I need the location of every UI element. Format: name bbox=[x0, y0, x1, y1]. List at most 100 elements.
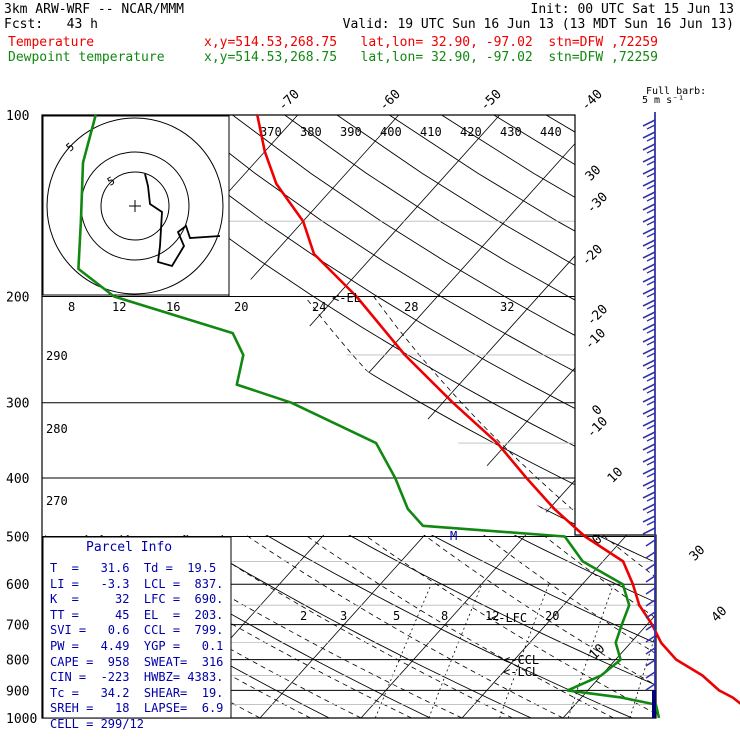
wind-barb bbox=[642, 131, 656, 139]
moist-adiabat bbox=[42, 296, 463, 718]
temperature-profile bbox=[256, 114, 740, 705]
init-time: Init: 00 UTC Sat 15 Jun 13 bbox=[530, 2, 735, 17]
parcel-info-row: T = 31.6 Td = 19.5 bbox=[50, 561, 217, 575]
wind-barb bbox=[646, 268, 656, 274]
wind-barb bbox=[642, 311, 656, 319]
pressure-tick-label: 400 bbox=[6, 472, 29, 487]
theta-label: 280 bbox=[46, 422, 68, 436]
model-title: 3km ARW-WRF -- NCAR/MMM bbox=[4, 2, 185, 17]
ccl-marker: <-CCL bbox=[503, 653, 539, 667]
wind-barb bbox=[646, 340, 656, 346]
temperature-tick-label: -50 bbox=[478, 87, 505, 114]
wind-barb bbox=[646, 172, 656, 178]
wind-barb bbox=[642, 515, 656, 523]
wind-barb bbox=[642, 203, 656, 211]
el-marker: <-EL bbox=[332, 291, 361, 305]
lcl-marker: <-LCL bbox=[503, 665, 539, 679]
wind-barb bbox=[642, 455, 656, 463]
wind-barb bbox=[645, 575, 656, 583]
dewpoint-profile bbox=[77, 114, 661, 719]
hodo-speed-label: 20 bbox=[234, 300, 248, 314]
wind-barb bbox=[645, 683, 656, 691]
parcel-info-row: Tc = 34.2 SHEAR= 19. bbox=[50, 685, 224, 700]
pressure-tick-label: 500 bbox=[6, 530, 29, 545]
wind-barb bbox=[646, 472, 656, 478]
wind-barb bbox=[642, 407, 656, 415]
wind-barb bbox=[645, 611, 656, 619]
theta-e-label: 420 bbox=[460, 125, 482, 139]
wind-barb bbox=[646, 208, 656, 214]
temperature-location: x,y=514.53,268.75 lat,lon= 32.90, -97.02… bbox=[204, 35, 658, 50]
wind-barb bbox=[646, 136, 656, 142]
wind-barb bbox=[646, 364, 656, 370]
wind-barb bbox=[645, 647, 656, 655]
pressure-tick-label: 1000 bbox=[6, 712, 37, 727]
wind-barb bbox=[646, 508, 656, 514]
theta-label: 290 bbox=[46, 349, 68, 363]
wind-barb bbox=[642, 503, 656, 511]
wind-barb bbox=[642, 323, 656, 331]
wind-barb bbox=[642, 443, 656, 451]
wind-barb bbox=[642, 431, 656, 439]
wind-barb bbox=[645, 599, 656, 607]
wind-barb bbox=[646, 436, 656, 442]
moist-adiabat bbox=[373, 296, 656, 718]
parcel-info-row: CELL = 299/12 bbox=[50, 717, 144, 731]
wind-barb bbox=[642, 371, 656, 379]
parcel-info-row: PW = 4.49 YGP = 0.1 bbox=[50, 639, 224, 653]
wind-barb bbox=[645, 659, 656, 667]
theta-e-label: 440 bbox=[540, 125, 562, 139]
mixing-ratio-label: 8 bbox=[441, 609, 448, 623]
temperature-tick-label: -40 bbox=[579, 87, 606, 114]
moist-adiabat bbox=[42, 296, 362, 718]
temperature-tick-label: -70 bbox=[276, 87, 303, 114]
wind-barb bbox=[646, 292, 656, 298]
wind-barb bbox=[642, 143, 656, 151]
wind-barb bbox=[646, 160, 656, 166]
wind-barb bbox=[646, 412, 656, 418]
mixing-ratio-line bbox=[499, 584, 550, 718]
hodo-speed-label: 12 bbox=[112, 300, 126, 314]
dry-adiabat bbox=[650, 115, 656, 718]
wind-barb bbox=[642, 359, 656, 367]
theta-e-label: 430 bbox=[500, 125, 522, 139]
hodo-ring bbox=[100, 171, 170, 241]
dewpoint-legend: Dewpoint temperature bbox=[8, 50, 165, 65]
temperature-tick-label: 30 bbox=[687, 543, 709, 565]
pressure-tick-label: 100 bbox=[6, 109, 29, 124]
temperature-tick-label: -10 bbox=[582, 326, 609, 353]
wind-barb bbox=[642, 299, 656, 307]
hodo-speed-label: 28 bbox=[404, 300, 418, 314]
wind-barb bbox=[642, 251, 656, 259]
theta-e-label: 400 bbox=[380, 125, 402, 139]
wind-barb bbox=[646, 496, 656, 502]
wind-barb bbox=[646, 520, 656, 526]
dewpoint-location: x,y=514.53,268.75 lat,lon= 32.90, -97.02… bbox=[204, 50, 658, 65]
wind-barb bbox=[646, 328, 656, 334]
wind-barb bbox=[646, 220, 656, 226]
wind-barb bbox=[646, 376, 656, 382]
wind-barbs bbox=[642, 112, 656, 718]
wind-barb bbox=[646, 448, 656, 454]
wind-barb bbox=[645, 551, 656, 559]
hodograph bbox=[42, 115, 230, 296]
wind-barb bbox=[642, 287, 656, 295]
pressure-tick-label: 300 bbox=[6, 397, 29, 412]
pressure-tick-label: 600 bbox=[6, 578, 29, 593]
pressure-tick-label: 900 bbox=[6, 684, 29, 699]
wind-barb bbox=[646, 244, 656, 250]
wind-barb bbox=[646, 280, 656, 286]
wind-barb bbox=[642, 383, 656, 391]
parcel-info-row: LI = -3.3 LCL = 837. bbox=[50, 576, 224, 591]
hodo-speed-label: 16 bbox=[166, 300, 180, 314]
wind-barb bbox=[646, 400, 656, 406]
wind-barb bbox=[646, 184, 656, 190]
wind-barb bbox=[642, 419, 656, 427]
pressure-tick-label: 800 bbox=[6, 654, 29, 669]
hodo-speed-label: 24 bbox=[312, 300, 326, 314]
parcel-info-title: Parcel Info bbox=[86, 540, 173, 555]
wind-barb bbox=[642, 119, 656, 127]
wind-barb bbox=[642, 263, 656, 271]
